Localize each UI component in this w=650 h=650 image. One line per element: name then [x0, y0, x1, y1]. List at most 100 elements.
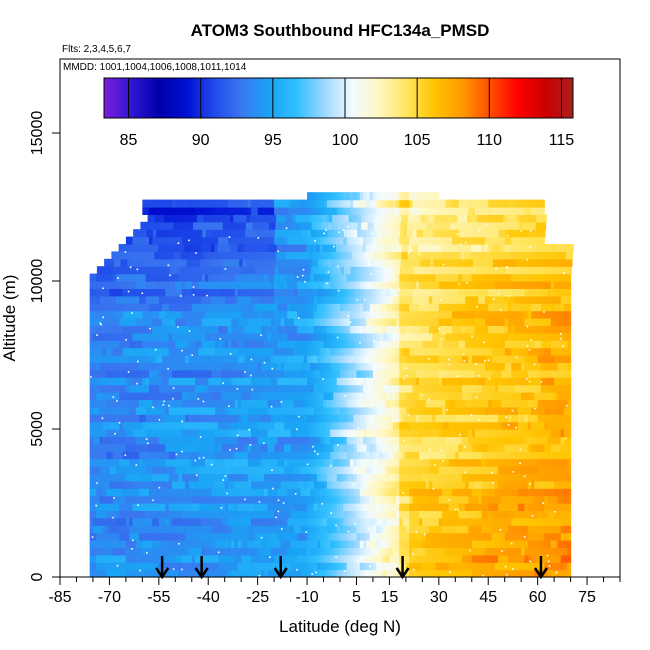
heat-cell [251, 458, 255, 467]
heat-cell [382, 392, 387, 400]
heat-cell [550, 340, 555, 349]
heat-cell [554, 340, 559, 349]
heat-cell [211, 451, 216, 460]
heat-cell [435, 429, 440, 437]
heat-cell [554, 347, 559, 356]
heat-cell [129, 495, 134, 504]
heat-cell [165, 554, 170, 563]
heat-cell [277, 495, 282, 504]
heat-cell [158, 414, 163, 423]
heat-cell [471, 517, 476, 526]
heat-cell [254, 517, 259, 526]
heat-cell [534, 384, 539, 393]
heat-cell [287, 451, 292, 460]
heat-cell [310, 436, 315, 445]
heat-cell [135, 547, 140, 556]
heat-cell [277, 451, 282, 460]
heat-cell [303, 355, 308, 363]
heat-cell [270, 429, 275, 437]
heat-cell [422, 473, 427, 482]
heat-cell [228, 466, 232, 474]
heat-cell [303, 569, 308, 578]
heat-cell [293, 377, 298, 386]
heat-cell [119, 347, 124, 356]
heat-cell [452, 503, 456, 511]
heat-cell [452, 347, 456, 356]
heat-cell [175, 525, 180, 534]
heat-cell [260, 340, 265, 349]
heat-cell [148, 569, 153, 578]
heat-cell [409, 554, 414, 563]
heat-cell [313, 554, 318, 563]
heat-cell [148, 473, 153, 482]
heat-cell [316, 369, 321, 378]
heat-cell [208, 510, 213, 519]
heat-cell [326, 362, 331, 371]
heat-cell [297, 466, 302, 474]
heat-cell [405, 466, 410, 474]
heat-cell [234, 525, 239, 534]
heat-cell [478, 429, 483, 437]
heat-cell [96, 421, 101, 430]
heat-cell [211, 332, 216, 341]
heat-cell [132, 414, 137, 423]
heat-cell [544, 510, 549, 519]
heat-cell [145, 466, 150, 474]
heat-cell [517, 443, 522, 452]
heat-cell [89, 340, 94, 349]
heat-cell [310, 399, 315, 408]
heat-cell [99, 451, 104, 460]
heat-cell [531, 332, 535, 341]
heat-cell [461, 414, 466, 423]
heat-cell [96, 406, 101, 415]
heat-cell [389, 517, 394, 526]
heat-cell [399, 436, 404, 445]
heat-cell [89, 503, 94, 511]
heat-cell [508, 473, 512, 482]
heat-cell [386, 377, 391, 386]
heat-cell [547, 540, 552, 548]
heat-cell [343, 532, 348, 541]
heat-cell [498, 443, 503, 452]
heat-cell [524, 384, 529, 393]
heat-cell [326, 451, 331, 460]
heat-cell [277, 547, 282, 556]
heat-cell [106, 488, 111, 497]
heat-cell [287, 429, 292, 437]
heat-cell [527, 473, 532, 482]
heat-cell [326, 466, 331, 474]
heat-cell [204, 562, 209, 571]
heat-cell [168, 392, 173, 400]
heat-cell [405, 503, 410, 511]
heat-cell [435, 547, 440, 556]
heat-cell [260, 562, 265, 571]
heat-cell [274, 355, 279, 363]
heat-cell [353, 488, 358, 497]
heat-cell [320, 540, 325, 548]
heat-cell [201, 392, 206, 400]
heat-cell [277, 517, 282, 526]
heat-cell [369, 406, 374, 415]
heat-cell [359, 421, 364, 430]
heat-cell [340, 392, 344, 400]
heat-cell [455, 362, 460, 371]
heat-cell [484, 384, 489, 393]
heat-cell [237, 466, 242, 474]
heat-cell [405, 392, 410, 400]
heat-cell [260, 532, 265, 541]
heat-cell [293, 554, 298, 563]
heat-cell [185, 510, 190, 519]
heat-cell [260, 377, 265, 386]
heat-cell [452, 569, 456, 578]
heat-cell [422, 347, 427, 356]
heat-cell [290, 429, 295, 437]
heat-cell [508, 436, 512, 445]
heat-cell [330, 347, 335, 356]
heat-cell [244, 332, 249, 341]
heat-cell [316, 436, 321, 445]
heat-cell [307, 362, 311, 371]
heat-cell [188, 436, 193, 445]
heat-cell [181, 325, 186, 334]
heat-cell [396, 547, 400, 556]
heat-cell [218, 525, 223, 534]
